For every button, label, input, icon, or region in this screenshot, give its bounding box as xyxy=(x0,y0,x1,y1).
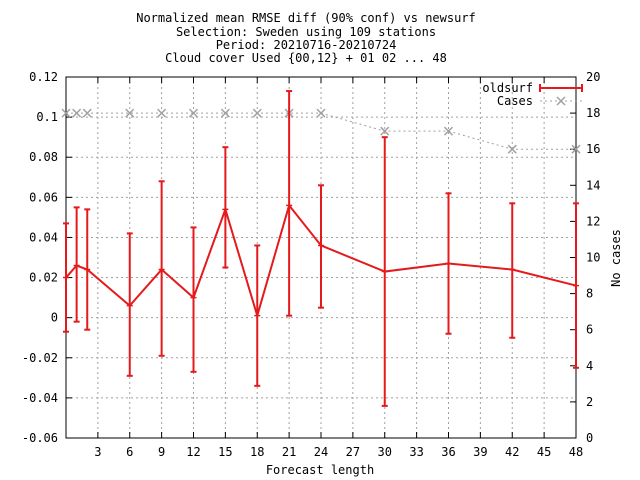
x-tick-label: 21 xyxy=(282,445,296,459)
legend: oldsurf Cases xyxy=(482,81,583,108)
x-tick-label: 33 xyxy=(409,445,423,459)
oldsurf-point xyxy=(126,302,133,309)
x-tick-label: 36 xyxy=(441,445,455,459)
oldsurf-point xyxy=(254,312,261,319)
cases-point xyxy=(380,126,390,136)
oldsurf-point xyxy=(84,266,91,273)
series xyxy=(61,90,581,407)
x-tick-label: 30 xyxy=(378,445,392,459)
cases-point xyxy=(220,108,230,118)
y2-tick-label: 2 xyxy=(586,395,593,409)
cases-point xyxy=(61,108,71,118)
cases-point xyxy=(72,108,82,118)
x-tick-label: 24 xyxy=(314,445,328,459)
x-tick-label: 48 xyxy=(569,445,583,459)
y-tick-label: 0.1 xyxy=(36,110,58,124)
x-tick-label: 18 xyxy=(250,445,264,459)
y-tick-label: 0 xyxy=(51,311,58,325)
title-line-2: Selection: Sweden using 109 stations xyxy=(176,25,436,39)
cases-point xyxy=(125,108,135,118)
cases-point xyxy=(157,108,167,118)
oldsurf-point xyxy=(222,206,229,213)
y2-tick-label: 10 xyxy=(586,251,600,265)
cases-point xyxy=(82,108,92,118)
cases-point xyxy=(443,126,454,136)
y2-tick-label: 8 xyxy=(586,287,593,301)
cases-point xyxy=(507,144,517,154)
x-tick-label: 15 xyxy=(218,445,232,459)
oldsurf-point xyxy=(63,274,69,281)
y-tick-label: -0.02 xyxy=(22,351,58,365)
y2-axis-label: No cases xyxy=(609,229,623,287)
oldsurf-point xyxy=(318,242,324,249)
cases-point xyxy=(316,108,326,118)
oldsurf-point xyxy=(158,266,165,273)
y-tick-label: 0.12 xyxy=(29,70,58,84)
x-tick-label: 27 xyxy=(346,445,360,459)
legend-sample-cases-marker xyxy=(556,96,566,106)
y-tick-label: -0.04 xyxy=(22,391,58,405)
legend-label-oldsurf: oldsurf xyxy=(482,81,533,95)
cases-point xyxy=(252,108,262,118)
y2-tick-label: 4 xyxy=(586,359,593,373)
x-tick-label: 39 xyxy=(473,445,487,459)
oldsurf-point xyxy=(73,262,80,269)
y2-tick-label: 18 xyxy=(586,106,600,120)
x-axis-label: Forecast length xyxy=(266,463,374,477)
x-tick-label: 42 xyxy=(505,445,519,459)
y-tick-label: -0.06 xyxy=(22,431,58,445)
y-tick-label: 0.02 xyxy=(29,271,58,285)
y-tick-label: 0.08 xyxy=(29,150,58,164)
cases-line xyxy=(66,112,576,150)
axes: 3 6 9 12 15 18 21 24 27 30 33 36 39 42 45 48-0.06-0.04-… xyxy=(22,70,601,459)
oldsurf-point xyxy=(381,268,388,275)
y2-tick-label: 16 xyxy=(586,142,600,156)
y2-tick-label: 14 xyxy=(586,178,600,192)
y2-tick-label: 6 xyxy=(586,323,593,337)
title-line-1: Normalized mean RMSE diff (90% conf) vs … xyxy=(136,11,476,25)
x-tick-label: 45 xyxy=(537,445,551,459)
x-tick-label: 3 xyxy=(94,445,101,459)
oldsurf-point xyxy=(509,266,516,273)
x-tick-label: 6 xyxy=(126,445,133,459)
oldsurf-point xyxy=(573,282,579,289)
y2-tick-label: 0 xyxy=(586,431,593,445)
y-tick-label: 0.06 xyxy=(29,190,58,204)
title-line-4: Cloud cover Used {00,12} + 01 02 ... 48 xyxy=(165,51,447,65)
legend-label-cases: Cases xyxy=(497,94,533,108)
y2-tick-label: 12 xyxy=(586,214,600,228)
oldsurf-point xyxy=(286,202,293,209)
y-tick-label: 0.04 xyxy=(29,230,58,244)
oldsurf-point xyxy=(190,294,197,301)
y2-tick-label: 20 xyxy=(586,70,600,84)
x-tick-label: 12 xyxy=(186,445,200,459)
cases-point xyxy=(571,144,581,154)
chart-title: Normalized mean RMSE diff (90% conf) vs … xyxy=(136,11,476,65)
oldsurf-line xyxy=(65,203,577,320)
title-line-3: Period: 20210716-20210724 xyxy=(216,38,397,52)
x-tick-label: 9 xyxy=(158,445,165,459)
cases-point xyxy=(188,108,199,118)
oldsurf-point xyxy=(445,260,452,267)
